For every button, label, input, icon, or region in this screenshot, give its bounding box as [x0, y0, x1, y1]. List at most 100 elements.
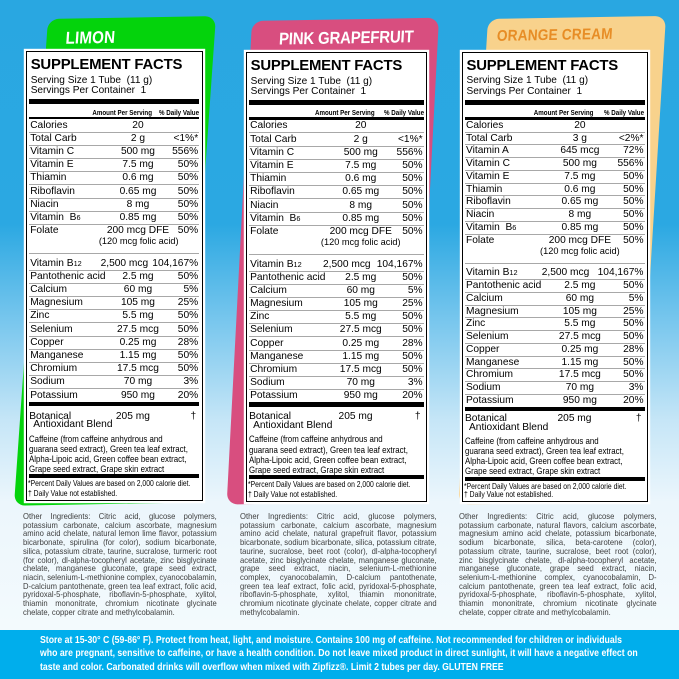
table-row: Magnesium 105 mg 25%: [465, 304, 645, 318]
nutrient-amount: 2 g: [353, 133, 368, 145]
nutrient-amount: 0.85 mg: [342, 212, 380, 224]
blend-daily-value: †: [190, 410, 197, 422]
nutrient-name: Riboflavin: [30, 185, 75, 197]
nutrient-amount: 0.25 mg: [342, 337, 380, 349]
blend-name-line1: Botanical 205 mg †: [249, 411, 424, 423]
table-row: Sodium 70 mg 3%: [249, 376, 424, 389]
nutrient-amount: 8 mg: [349, 199, 373, 211]
nutrient-name: Sodium: [250, 377, 285, 389]
nutrient-name: Vitamin B12: [30, 257, 82, 269]
nutrient-name: Vitamin B12: [250, 258, 302, 270]
nutrient-name: Copper: [466, 343, 500, 355]
blend-name-text: Botanical: [29, 410, 72, 422]
nutrient-daily-value: 50%: [402, 324, 423, 336]
table-row: Pantothenic acid 2.5 mg 50%: [249, 270, 424, 284]
nutrient-daily-value: <1%*: [397, 133, 423, 145]
footnote-percent-daily-values: *Percent Daily Values are based on 2,000…: [463, 480, 626, 491]
nutrient-daily-value: 50%: [402, 311, 423, 323]
blend-daily-value: †: [635, 412, 642, 424]
blend-name-line2: Antioxidant Blend: [253, 420, 333, 432]
nutrient-name: Folate: [250, 225, 279, 237]
nutrient-daily-value: 25%: [402, 298, 423, 310]
table-row: Vitamin E 7.5 mg 50%: [249, 158, 424, 172]
pink-grapefruit-flavor-title: PINK GRAPEFRUIT: [278, 26, 415, 49]
nutrient-amount-note: (120 mcg folic acid): [540, 245, 620, 256]
nutrient-name: Vitamin E: [250, 160, 294, 172]
nutrient-amount: 3 g: [572, 132, 587, 144]
nutrient-name-subscript: 12: [509, 268, 518, 278]
nutrient-daily-value: 25%: [623, 305, 644, 317]
nutrient-amount: 200 mcg DFE (120 mcg folic acid): [98, 225, 179, 247]
nutrient-daily-value: 20%: [177, 389, 199, 401]
table-row: Niacin 8 mg 50%: [29, 197, 200, 211]
nutrient-daily-value: 50%: [402, 225, 423, 237]
table-row: Sodium 70 mg 3%: [465, 381, 645, 394]
amount-per-serving-header: Amount Per Serving: [315, 108, 375, 118]
nutrient-daily-value: 50%: [402, 364, 423, 376]
nutrient-name: Chromium: [250, 364, 298, 376]
nutrient-amount: 70 mg: [565, 382, 595, 394]
banner-line-1: Store at 15-30° C (59-86° F). Protect fr…: [40, 635, 622, 646]
nutrient-amount: 20: [132, 119, 144, 131]
nutrient-amount: 7.5 mg: [345, 160, 377, 172]
table-row: Calcium 60 mg 5%: [29, 282, 200, 296]
nutrient-amount: 0.6 mg: [345, 173, 377, 185]
nutrient-daily-value: 50%: [623, 280, 644, 292]
nutrient-name: Manganese: [466, 356, 520, 368]
table-row: Thiamin 0.6 mg 50%: [465, 182, 645, 196]
nutrient-amount: 2 g: [130, 132, 146, 144]
table-row: Niacin 8 mg 50%: [249, 198, 424, 211]
divider-bar-top: [29, 99, 200, 105]
nutrient-amount: 2.5 mg: [564, 280, 596, 292]
divider-bar-footnotes: [249, 474, 424, 480]
nutrient-name: Vitamin C: [250, 146, 295, 158]
nutrient-amount: 60 mg: [346, 284, 375, 296]
nutrient-daily-value: 5%: [628, 292, 644, 304]
blend-description-line: Alpha-Lipoic acid, Green coffee bean ext…: [249, 453, 407, 465]
nutrient-amount: 27.5 mcg: [117, 323, 159, 335]
table-row: Chromium 17.5 mcg 50%: [249, 362, 424, 376]
blend-description-line: Alpha-Lipoic acid, Green coffee bean ext…: [465, 455, 623, 467]
nutrient-amount: 950 mg: [343, 390, 378, 402]
nutrient-name: Niacin: [466, 209, 495, 221]
nutrient-amount: 17.5 mcg: [558, 369, 601, 381]
daily-value-header: % Daily Value: [383, 108, 424, 118]
blend-description-line: Grape seed extract, Grape skin extract: [249, 463, 385, 475]
nutrient-amount: 500 mg: [343, 146, 378, 158]
table-row: Chromium 17.5 mcg 50%: [29, 362, 200, 375]
table-row: Zinc 5.5 mg 50%: [465, 317, 645, 330]
nutrient-daily-value: 50%: [623, 234, 644, 246]
divider-bar-top: [465, 99, 645, 105]
nutrient-daily-value: 28%: [402, 337, 423, 349]
table-row: Vitamin E 7.5 mg 50%: [465, 169, 645, 183]
supplement-facts-label-limon: SUPPLEMENT FACTS Serving Size 1 Tube (11 …: [25, 51, 203, 502]
table-row: Thiamin 0.6 mg 50%: [249, 172, 424, 185]
table-row: Selenium 27.5 mcg 50%: [465, 330, 645, 343]
table-row: Vitamin B12 2,500 mcg 104,167%: [249, 253, 424, 271]
table-row: Thiamin 0.6 mg 50%: [29, 171, 200, 184]
nutrient-daily-value: 104,167%: [376, 258, 423, 270]
nutrient-amount: 60 mg: [123, 284, 153, 296]
table-row: Riboflavin 0.65 mg 50%: [29, 184, 200, 197]
orange-cream-flavor-title: ORANGE CREAM: [496, 25, 614, 45]
nutrient-daily-value: 556%: [172, 146, 199, 158]
amount-per-serving-header: Amount Per Serving: [533, 107, 594, 117]
table-row: Folate 200 mcg DFE (120 mcg folic acid) 50%: [249, 224, 424, 254]
blend-name-text: Botanical: [465, 412, 507, 424]
table-row: Vitamin B6 0.85 mg 50%: [465, 220, 645, 234]
divider-bar-blend: [29, 401, 200, 406]
table-row: Manganese 1.15 mg 50%: [29, 348, 200, 362]
blend-daily-value: †: [414, 411, 421, 423]
nutrient-daily-value: 50%: [623, 183, 644, 195]
nutrient-name-subscript: 12: [293, 259, 302, 269]
divider-bar-footnotes: [29, 473, 200, 479]
nutrient-name: Folate: [466, 234, 495, 246]
nutrient-daily-value: 50%: [177, 270, 199, 282]
nutrient-table: Calories 20 Total Carb 2 g <1%* Vitamin C 500 …: [249, 120, 424, 402]
nutrient-daily-value: 28%: [623, 343, 644, 355]
nutrient-name: Thiamin: [30, 172, 67, 184]
divider-bar-blend: [465, 406, 645, 411]
nutrient-name: Sodium: [466, 382, 501, 394]
table-row: Copper 0.25 mg 28%: [465, 342, 645, 356]
table-row: Calories 20: [249, 120, 424, 132]
